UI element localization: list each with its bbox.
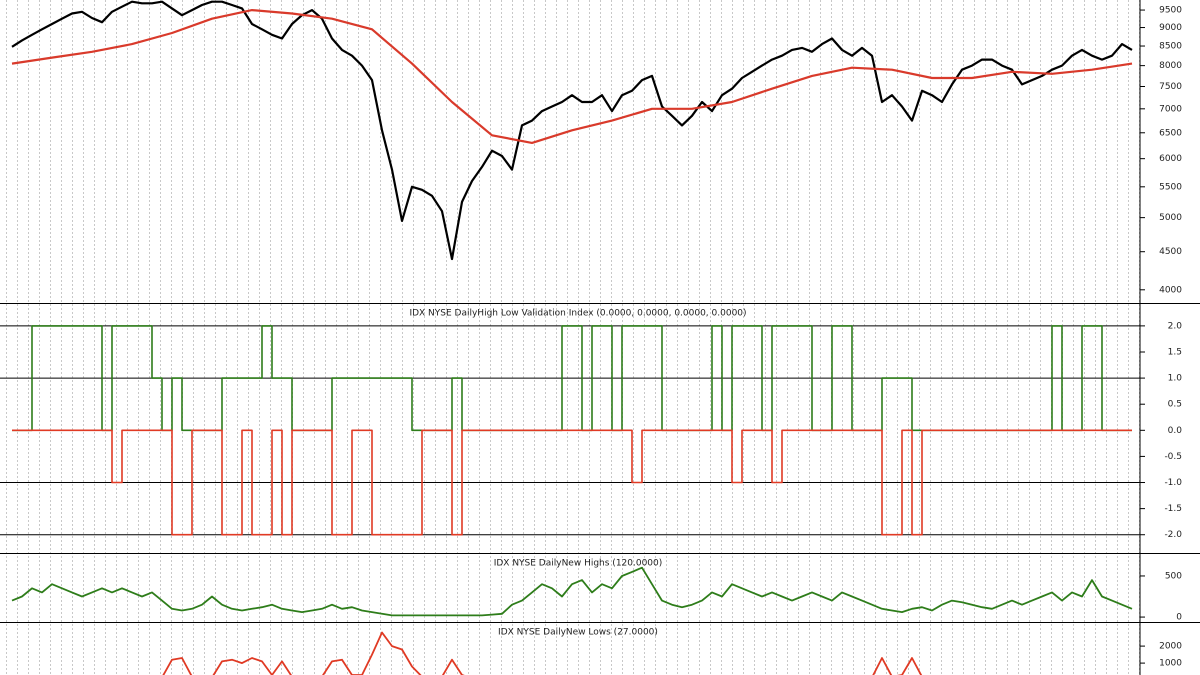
panel-title: IDX NYSE DailyHigh Low Validation Index …	[409, 309, 746, 319]
y-tick-label: 1.0	[1168, 374, 1183, 384]
y-tick-label: 5500	[1159, 182, 1182, 192]
y-tick-label: 1.5	[1168, 347, 1182, 357]
y-tick-label: -1.0	[1164, 478, 1182, 488]
vertical-grid	[0, 0, 1140, 675]
y-tick-label: 2000	[1159, 642, 1182, 652]
y-tick-label: 9000	[1159, 23, 1182, 33]
series-line	[11, 9, 1133, 144]
y-tick-label: 6500	[1159, 128, 1182, 138]
series-line	[11, 0, 1133, 261]
series-line	[12, 429, 1132, 536]
y-tick-label: -1.5	[1164, 504, 1182, 514]
y-tick-label: 5000	[1159, 213, 1182, 223]
y-tick-label: 8500	[1159, 42, 1182, 52]
panel	[0, 325, 1140, 536]
panel-title: IDX NYSE DailyNew Highs (120.0000)	[494, 559, 663, 569]
y-tick-label: -2.0	[1164, 530, 1182, 540]
y-tick-label: 7000	[1159, 104, 1182, 114]
y-tick-label: -0.5	[1164, 452, 1182, 462]
panel-title: IDX NYSE DailyNew Lows (27.0000)	[498, 628, 658, 638]
y-tick-label: 7500	[1159, 82, 1182, 92]
y-tick-label: 0.5	[1168, 400, 1182, 410]
series-line	[11, 566, 1133, 617]
y-tick-label: 6000	[1159, 154, 1182, 164]
y-tick-label: 8000	[1159, 61, 1182, 71]
y-tick-label: 500	[1165, 571, 1182, 581]
y-tick-label: 4500	[1159, 247, 1182, 257]
y-tick-label: 9500	[1159, 6, 1182, 16]
panel	[11, 566, 1133, 617]
y-tick-label: 0.0	[1168, 426, 1183, 436]
y-tick-label: 4000	[1159, 285, 1182, 295]
y-tick-label: 1000	[1159, 659, 1182, 669]
y-tick-label: 0	[1176, 613, 1182, 623]
panel	[11, 0, 1133, 261]
y-tick-label: 2.0	[1168, 321, 1183, 331]
